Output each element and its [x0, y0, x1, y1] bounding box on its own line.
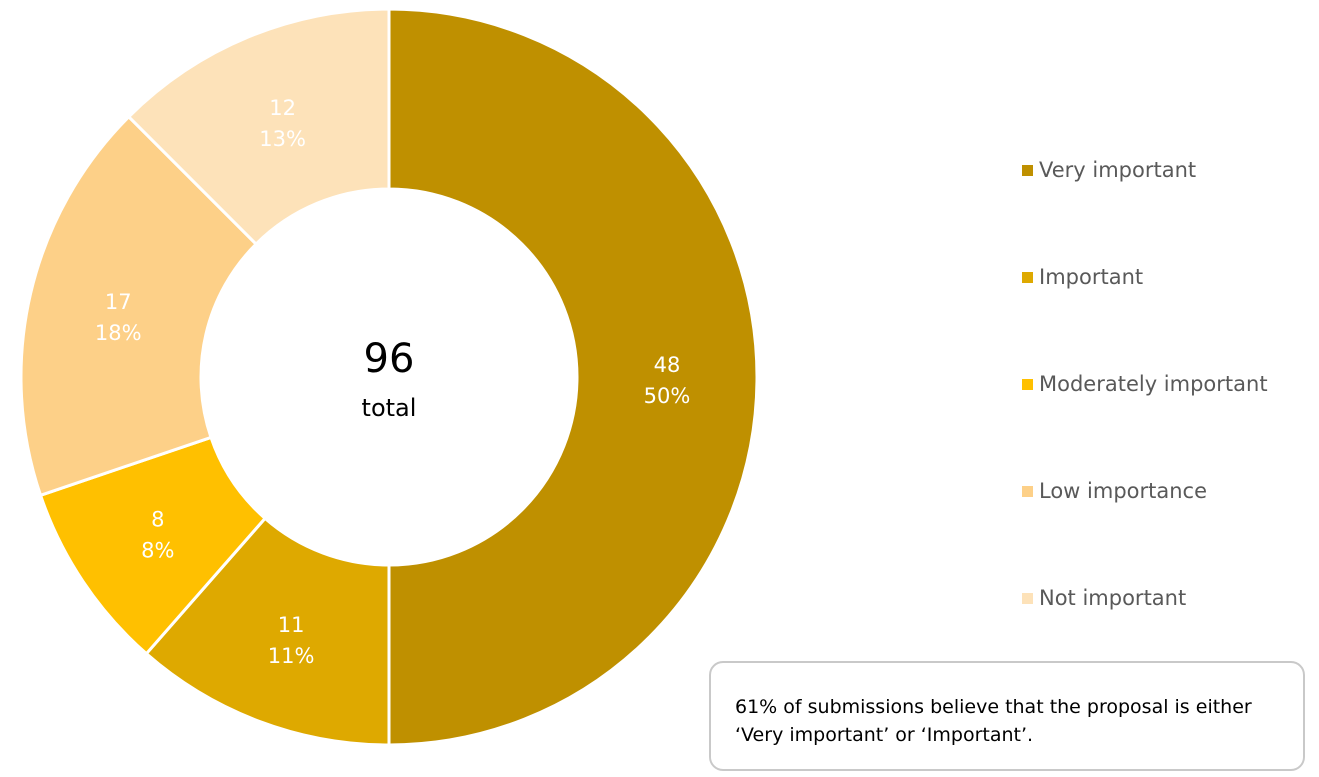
- slice-low-importance: [19, 114, 259, 498]
- legend-item: Low importance: [1022, 479, 1207, 503]
- callout-box: 61% of submissions believe that the prop…: [709, 661, 1305, 771]
- center-total-label: total: [362, 394, 417, 422]
- legend-item: Very important: [1022, 158, 1196, 182]
- slice-percent-label: 50%: [644, 384, 691, 408]
- slice-percent-label: 11%: [268, 644, 315, 668]
- slice-percent-label: 18%: [95, 321, 142, 345]
- slice-value-label: 17: [105, 290, 132, 314]
- slice-labels: 48 50% 11 11% 8 8% 17 18% 12 13%: [95, 96, 690, 668]
- donut-slices: [19, 7, 759, 747]
- callout-text: 61% of submissions believe that the prop…: [735, 696, 1252, 746]
- legend-swatch: [1022, 485, 1033, 497]
- slice-value-label: 11: [278, 613, 305, 637]
- slice-percent-label: 8%: [141, 538, 174, 562]
- legend-swatch: [1022, 378, 1033, 390]
- slice-very-important: [387, 7, 759, 747]
- legend-label: Low importance: [1039, 479, 1208, 503]
- donut-chart: 48 50% 11 11% 8 8% 17 18% 12 13% 96 total: [19, 7, 759, 747]
- slice-percent-label: 13%: [259, 127, 306, 151]
- legend-swatch: [1022, 164, 1033, 176]
- slice-value-label: 12: [269, 96, 296, 120]
- legend-label: Not important: [1039, 586, 1187, 610]
- legend-swatch: [1022, 592, 1033, 604]
- slice-not-important: [126, 7, 391, 247]
- slice-value-label: 48: [654, 353, 681, 377]
- legend-label: Moderately important: [1039, 372, 1268, 396]
- legend-item: Important: [1022, 265, 1143, 289]
- slice-important: [144, 516, 391, 747]
- legend-item: Not important: [1022, 586, 1186, 610]
- legend-label: Important: [1039, 265, 1144, 289]
- slice-value-label: 8: [151, 507, 164, 531]
- legend-swatch: [1022, 271, 1033, 283]
- legend-label: Very important: [1039, 158, 1197, 182]
- center-total-value: 96: [364, 336, 415, 382]
- legend-item: Moderately important: [1022, 372, 1268, 396]
